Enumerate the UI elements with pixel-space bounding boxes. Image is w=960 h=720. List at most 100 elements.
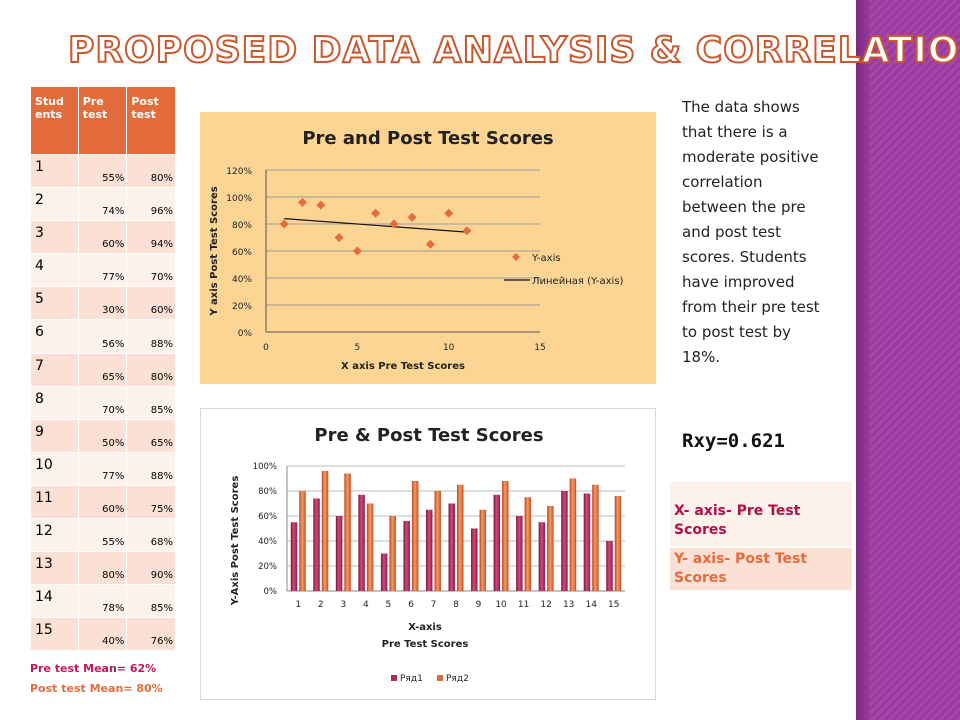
bar-series-2	[389, 516, 396, 591]
y-tick-label: 0%	[264, 587, 278, 597]
cell-post-test: 94%	[126, 220, 176, 255]
cell-pre-test: 74%	[77, 187, 128, 222]
x-axis-label-line-1: X-axis	[408, 622, 442, 633]
legend-swatch-series-1	[391, 675, 397, 681]
table-row: 15 40% 76%	[30, 617, 176, 652]
bar-series-1	[561, 491, 568, 591]
cell-student: 12	[30, 518, 79, 553]
data-point	[407, 212, 417, 222]
x-tick-label: 2	[318, 600, 324, 610]
description-text: The data shows that there is a moderate …	[682, 98, 820, 366]
cell-student: 13	[30, 551, 79, 586]
cell-pre-test: 77%	[77, 253, 128, 288]
cell-student: 10	[30, 451, 79, 486]
table-row: 3 60% 94%	[30, 220, 176, 255]
y-tick-label: 20%	[232, 302, 252, 312]
bar-series-2	[299, 491, 306, 591]
bar-series-2	[434, 491, 441, 591]
cell-pre-test: 55%	[77, 518, 128, 553]
bar-series-1	[313, 498, 320, 591]
cell-student: 4	[30, 253, 79, 288]
x-tick-label: 13	[563, 600, 574, 610]
x-tick-label: 6	[408, 600, 414, 610]
y-tick-label: 100%	[226, 194, 252, 204]
x-tick-label: 5	[386, 600, 392, 610]
cell-pre-test: 70%	[77, 385, 128, 420]
y-tick-label: 80%	[232, 221, 252, 231]
cell-student: 14	[30, 584, 79, 619]
data-point	[334, 233, 344, 242]
table-row: 10 77% 88%	[30, 451, 176, 486]
data-point	[298, 197, 308, 207]
chart-title: Pre and Post Test Scores	[302, 128, 553, 149]
cell-student: 2	[30, 187, 79, 222]
y-tick-label: 60%	[232, 248, 252, 258]
data-point	[279, 219, 289, 229]
y-tick-label: 40%	[258, 537, 277, 547]
post-test-mean: Post test Mean= 80%	[30, 682, 163, 695]
cell-student: 15	[30, 617, 79, 652]
header-post-test: Post test	[126, 86, 176, 155]
cell-pre-test: 65%	[77, 352, 128, 387]
bar-series-2	[524, 497, 532, 591]
x-tick-label: 3	[340, 600, 346, 610]
data-point	[316, 200, 326, 210]
cell-pre-test: 55%	[77, 153, 128, 189]
cell-post-test: 85%	[126, 584, 176, 619]
correlation-value: Rxy=0.621	[682, 430, 785, 452]
cell-student: 1	[30, 153, 79, 189]
cell-post-test: 65%	[126, 418, 176, 453]
trendline	[284, 218, 467, 233]
cell-pre-test: 60%	[77, 484, 128, 520]
bar-chart: Pre & Post Test Scores 0% 20% 40% 60% 80% 100%…	[200, 408, 656, 700]
table-body: 1 55% 80% 2 74% 96% 3 60% 94% 4 77% 70% 5 30% 60% 6 56% 8…	[30, 153, 176, 652]
pre-test-mean: Pre test Mean= 62%	[30, 662, 157, 675]
y-tick-label: 20%	[258, 562, 277, 572]
cell-student: 7	[30, 352, 79, 387]
table-row: 9 50% 65%	[30, 418, 176, 453]
legend-label-series-2: Ряд2	[446, 674, 469, 684]
bar-series-2	[569, 478, 577, 591]
bar-series-1	[358, 494, 365, 591]
bar-series-1	[493, 494, 501, 591]
table-row: 11 60% 75%	[30, 484, 176, 520]
table-row: 8 70% 85%	[30, 385, 176, 420]
table-row: 5 30% 60%	[30, 286, 176, 321]
cell-student: 6	[30, 319, 79, 354]
y-tick-label: 100%	[253, 462, 277, 472]
cell-student: 9	[30, 418, 79, 453]
cell-post-test: 68%	[126, 518, 176, 553]
chart-title: Pre & Post Test Scores	[314, 425, 543, 446]
table-row: 2 74% 96%	[30, 187, 176, 222]
bar-series-2	[411, 481, 419, 591]
x-tick-label: 1	[295, 600, 301, 610]
table-row: 13 80% 90%	[30, 551, 176, 586]
bar-series-2	[614, 496, 622, 591]
cell-pre-test: 40%	[77, 617, 128, 652]
cell-post-test: 80%	[126, 153, 176, 189]
cell-student: 3	[30, 220, 79, 255]
legend-swatch-series-2	[437, 675, 443, 681]
y-axis-label: Y-Axis Post Test Scores	[230, 476, 241, 607]
table-row: 7 65% 80%	[30, 352, 176, 387]
x-tick-label: 10	[443, 343, 455, 353]
x-tick-label: 12	[540, 600, 551, 610]
y-tick-label: 80%	[258, 487, 277, 497]
bar-series-2	[547, 506, 554, 591]
cell-post-test: 88%	[126, 319, 176, 354]
bar-series-1	[583, 493, 591, 591]
x-axis-label: X axis Pre Test Scores	[341, 361, 465, 372]
x-axis-label-line-2: Pre Test Scores	[382, 639, 469, 650]
data-point	[371, 208, 381, 218]
x-tick-label: 15	[608, 600, 619, 610]
table-row: 14 78% 85%	[30, 584, 176, 619]
cell-post-test: 76%	[126, 617, 176, 652]
cell-student: 11	[30, 484, 79, 520]
y-tick-label: 0%	[238, 329, 253, 339]
bar-series-1	[403, 521, 410, 591]
data-point	[425, 239, 435, 249]
bar-series-2	[502, 481, 509, 591]
y-tick-label: 60%	[258, 512, 277, 522]
legend-label: Y-axis	[531, 253, 561, 264]
x-tick-label: 5	[354, 343, 360, 353]
